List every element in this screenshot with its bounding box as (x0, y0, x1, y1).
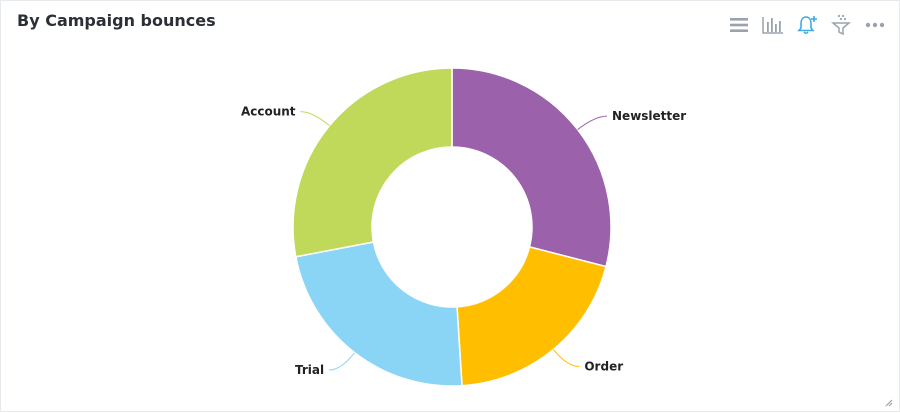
connector-account (300, 111, 330, 127)
connector-newsletter (577, 115, 608, 130)
connector-order (552, 349, 580, 367)
label-newsletter: Newsletter (612, 109, 686, 123)
slice-trial[interactable] (294, 241, 463, 387)
slice-order[interactable] (456, 245, 607, 387)
slice-newsletter[interactable] (451, 67, 612, 268)
widget-title: By Campaign bounces (17, 11, 216, 30)
more-icon[interactable] (863, 13, 887, 37)
resize-handle-icon[interactable] (883, 397, 893, 407)
bell-plus-icon[interactable] (795, 13, 819, 37)
label-account: Account (241, 105, 296, 119)
connector-trial (329, 352, 355, 371)
label-trial: Trial (295, 363, 324, 377)
bar-chart-icon[interactable] (761, 13, 785, 37)
widget-toolbar (727, 13, 887, 37)
label-order: Order (584, 359, 623, 373)
list-icon[interactable] (727, 13, 751, 37)
funnel-icon[interactable] (829, 13, 853, 37)
slice-account[interactable] (292, 67, 453, 258)
